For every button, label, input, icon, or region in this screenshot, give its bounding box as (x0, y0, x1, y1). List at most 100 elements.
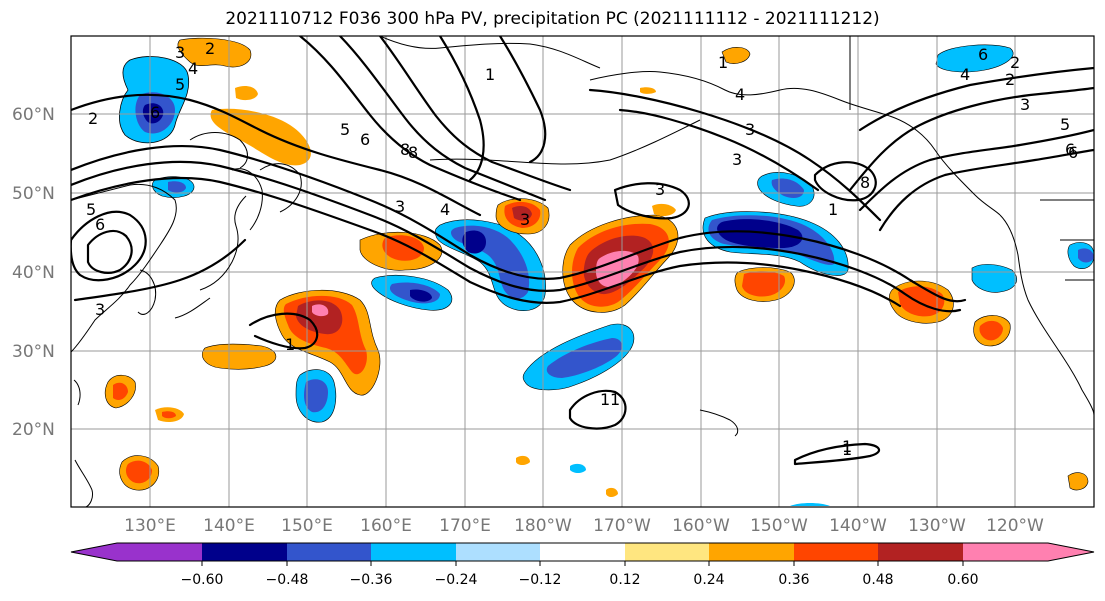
contour-label: 2 (88, 109, 98, 128)
precip-region (742, 271, 786, 297)
contour-label: 5 (175, 75, 185, 94)
contour-label: 4 (735, 85, 745, 104)
pv-contour (848, 86, 1094, 192)
contour-label: 8 (860, 173, 870, 192)
contour-label: 3 (395, 197, 405, 216)
precip-region (296, 300, 343, 335)
lon-label: 170°E (439, 516, 491, 536)
contour-label: 3 (745, 120, 755, 139)
contour-label: 1 (600, 390, 610, 409)
pv-contour (613, 182, 690, 220)
precip-region (570, 463, 586, 473)
precip-region (168, 181, 186, 193)
colorbar-tick-label: −0.24 (435, 572, 478, 588)
colorbar-tick-label: 0.24 (693, 572, 724, 588)
pv-contour (378, 36, 572, 192)
japan-coastline (174, 195, 247, 319)
precip-region (717, 219, 803, 248)
pv-contour (71, 177, 902, 308)
asia-coastline (71, 183, 177, 353)
lon-label: 150°E (281, 516, 333, 536)
pv-contour (793, 442, 881, 466)
precip-region (410, 289, 432, 302)
colorbar-segment (625, 543, 709, 561)
okhotsk-coastline (189, 132, 248, 169)
pv-contours (71, 36, 1094, 466)
colorbar-segment (71, 543, 117, 561)
precip-region (142, 103, 164, 124)
precip-region (516, 455, 530, 465)
contour-label: 5 (1060, 115, 1070, 134)
longitude-labels: 130°E 140°E 150°E 160°E 170°E 180°W 170°… (124, 516, 1044, 536)
aleutian-islands (429, 119, 701, 165)
precip-region (113, 382, 128, 400)
colorbar-tick-label: −0.36 (350, 572, 393, 588)
contour-label: 3 (732, 150, 742, 169)
colorbar-tick-label: 0.48 (862, 572, 893, 588)
colorbar: −0.60 −0.48 −0.36 −0.24 −0.12 0.12 0.24 … (70, 542, 1095, 588)
precip-region (177, 37, 252, 68)
pv-contour (438, 36, 485, 182)
precip-region (382, 235, 424, 261)
colorbar-segment (878, 543, 963, 561)
contour-label: 4 (188, 59, 198, 78)
colorbar-segment (709, 543, 794, 561)
canada-border (849, 36, 1094, 281)
colorbar-tick-label: 0.36 (778, 572, 809, 588)
colorbar-tick-label: −0.12 (519, 572, 562, 588)
precip-region (606, 487, 618, 497)
colorbar-segment (794, 543, 878, 561)
contour-label: 3 (95, 300, 105, 319)
precip-region (462, 230, 486, 254)
contour-label: 3 (520, 210, 530, 229)
hawaii-coastline (699, 409, 739, 437)
pv-contour (878, 148, 1094, 232)
alaska-coastline (589, 71, 1001, 216)
pv-contour (71, 145, 967, 303)
pv-contour (568, 389, 627, 430)
pv-contour (71, 160, 962, 313)
precip-region (201, 343, 277, 370)
precipitation-shading (104, 37, 1094, 506)
latitude-labels: 60°N 50°N 40°N 30°N 20°N (12, 105, 55, 440)
precip-region (1078, 248, 1094, 263)
lon-label: 140°E (203, 516, 255, 536)
contour-label: 1 (485, 65, 495, 84)
colorbar-segment (371, 543, 456, 561)
contour-label: 8 (400, 140, 410, 159)
contour-label: 6 (360, 130, 370, 149)
colorbar-segment (540, 543, 625, 561)
lon-label: 120°W (986, 516, 1044, 536)
contour-label: 3 (175, 43, 185, 62)
contour-label: 1 (718, 53, 728, 72)
colorbar-segment (1048, 543, 1094, 561)
lon-label: 170°W (593, 516, 651, 536)
colorbar-outline (70, 542, 1095, 562)
lon-label: 160°E (360, 516, 412, 536)
lat-label: 60°N (12, 105, 55, 125)
lon-label: 130°W (908, 516, 966, 536)
precip-region (721, 47, 751, 64)
pv-contour (338, 36, 547, 202)
precip-region (596, 250, 639, 288)
precip-region (1067, 472, 1089, 491)
pv-contour (298, 36, 522, 202)
contour-label: 2 (1005, 70, 1015, 89)
lat-label: 20°N (12, 420, 55, 440)
pv-contour (618, 108, 820, 192)
contour-label: 4 (960, 65, 970, 84)
precip-region (979, 320, 1003, 341)
precip-region (512, 206, 532, 221)
lat-label: 40°N (12, 263, 55, 283)
lat-label: 30°N (12, 342, 55, 362)
precip-region (162, 411, 176, 419)
precip-region (210, 108, 311, 166)
graticule (71, 36, 1094, 507)
pv-contour (71, 210, 147, 282)
pv-contour (588, 88, 882, 222)
precip-region (971, 264, 1017, 293)
colorbar-segment (963, 543, 1048, 561)
colorbar-segment (287, 543, 371, 561)
lon-label: 150°W (750, 516, 808, 536)
